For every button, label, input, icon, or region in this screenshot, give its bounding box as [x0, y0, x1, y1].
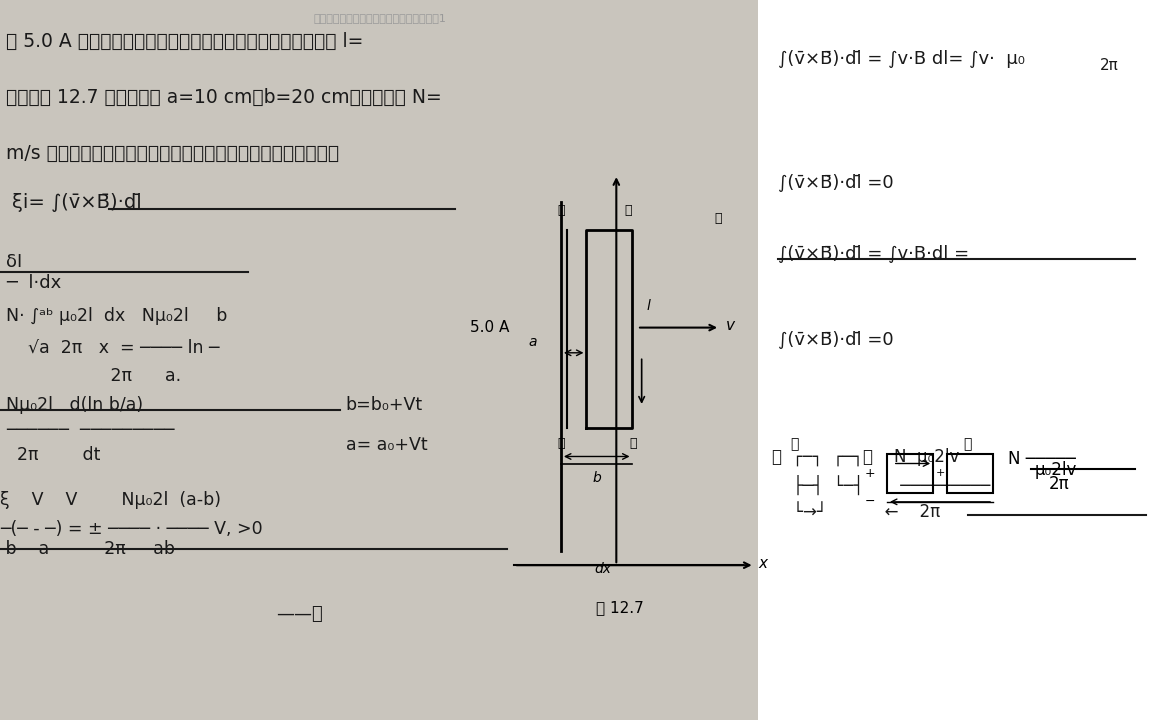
Text: −: − [864, 495, 876, 508]
Text: ∫(v̄×B̄)·dl̄ = ∫v·B·dl =: ∫(v̄×B̄)·dl̄ = ∫v·B·dl = [778, 245, 969, 263]
Text: 亨: 亨 [714, 212, 721, 225]
Text: 高  ┌─┐  ┌─┐低    N  μ₀2lv: 高 ┌─┐ ┌─┐低 N μ₀2lv [772, 448, 960, 467]
Text: 2π      a.: 2π a. [6, 367, 181, 385]
Text: +: + [935, 469, 945, 478]
Text: 高: 高 [558, 204, 564, 217]
Text: l: l [646, 299, 650, 313]
Text: b    a          2π     ab: b a 2π ab [0, 540, 175, 558]
Text: 行，如图 12.7 所示。已知 a=10 cm，b=20 cm，线圈共有 N=: 行，如图 12.7 所示。已知 a=10 cm，b=20 cm，线圈共有 N= [6, 88, 441, 107]
Text: 高: 高 [790, 437, 799, 451]
Text: ——顺: ——顺 [276, 605, 324, 623]
Text: δI
─  l·dx: δI ─ l·dx [6, 253, 61, 292]
Text: 5.0 A: 5.0 A [470, 320, 509, 335]
Text: N ─────: N ───── [1008, 450, 1076, 468]
Text: 低: 低 [624, 204, 631, 217]
Text: 2π: 2π [1048, 475, 1069, 493]
Text: b=b₀+Vt: b=b₀+Vt [346, 396, 423, 414]
Text: └→┘           ←    2π: └→┘ ← 2π [772, 503, 940, 521]
Text: ∫(v̄×B̄)·dl̄ = ∫v·B dl= ∫v·  μ₀: ∫(v̄×B̄)·dl̄ = ∫v·B dl= ∫v· μ₀ [778, 50, 1024, 68]
Text: 低: 低 [630, 437, 637, 450]
Text: v: v [726, 318, 735, 333]
Text: N· ∫ᵃᵇ μ₀2l  dx   Nμ₀2l     b: N· ∫ᵃᵇ μ₀2l dx Nμ₀2l b [6, 307, 227, 325]
Text: m/s 的速度离开导线，求线圈在如图所示位置时的感应电动势的: m/s 的速度离开导线，求线圈在如图所示位置时的感应电动势的 [6, 144, 339, 163]
Text: ├─┤  └─┤       ─────────: ├─┤ └─┤ ───────── [772, 475, 990, 495]
Text: b: b [592, 471, 601, 485]
Text: +: + [864, 467, 876, 480]
Text: x: x [758, 556, 767, 571]
Text: 低: 低 [963, 437, 972, 451]
Bar [758, 0, 1152, 720]
Text: a: a [528, 336, 537, 349]
Bar [947, 454, 993, 493]
Text: 有 5.0 A 的直流电流，旁边有一个与它共面的矩形线圈，长为 l=: 有 5.0 A 的直流电流，旁边有一个与它共面的矩形线圈，长为 l= [6, 32, 363, 51]
Text: a= a₀+Vt: a= a₀+Vt [346, 436, 427, 454]
Text: 2π: 2π [1100, 58, 1119, 73]
Text: √a  2π   x  = ──── ln ─: √a 2π x = ──── ln ─ [6, 338, 219, 356]
Text: dx: dx [594, 562, 611, 575]
Bar [0, 0, 758, 720]
Text: Nμ₀2l   d(ln b/a): Nμ₀2l d(ln b/a) [6, 396, 143, 414]
Text: 代码目录：电磁感应与电磁波（一）计算题1: 代码目录：电磁感应与电磁波（一）计算题1 [313, 13, 447, 23]
Text: 低: 低 [558, 437, 564, 450]
Text: ξi= ∫(v̄×B̄)·dl̄: ξi= ∫(v̄×B̄)·dl̄ [12, 193, 142, 212]
Text: 2π        dt: 2π dt [6, 446, 100, 464]
Text: ─(─ - ─) = ± ──── · ──── V, >0: ─(─ - ─) = ± ──── · ──── V, >0 [0, 520, 263, 538]
Text: ξ    V    V        Nμ₀2l  (a-b): ξ V V Nμ₀2l (a-b) [0, 491, 221, 509]
Text: ──────  ─────────: ────── ───────── [6, 421, 174, 439]
Bar [887, 454, 933, 493]
Text: μ₀2lv: μ₀2lv [1034, 461, 1077, 479]
Text: 图 12.7: 图 12.7 [596, 600, 644, 615]
Text: ∫(v̄×B̄)·dl̄ =0: ∫(v̄×B̄)·dl̄ =0 [778, 331, 893, 349]
Text: ∫(v̄×B̄)·dl̄ =0: ∫(v̄×B̄)·dl̄ =0 [778, 174, 893, 192]
